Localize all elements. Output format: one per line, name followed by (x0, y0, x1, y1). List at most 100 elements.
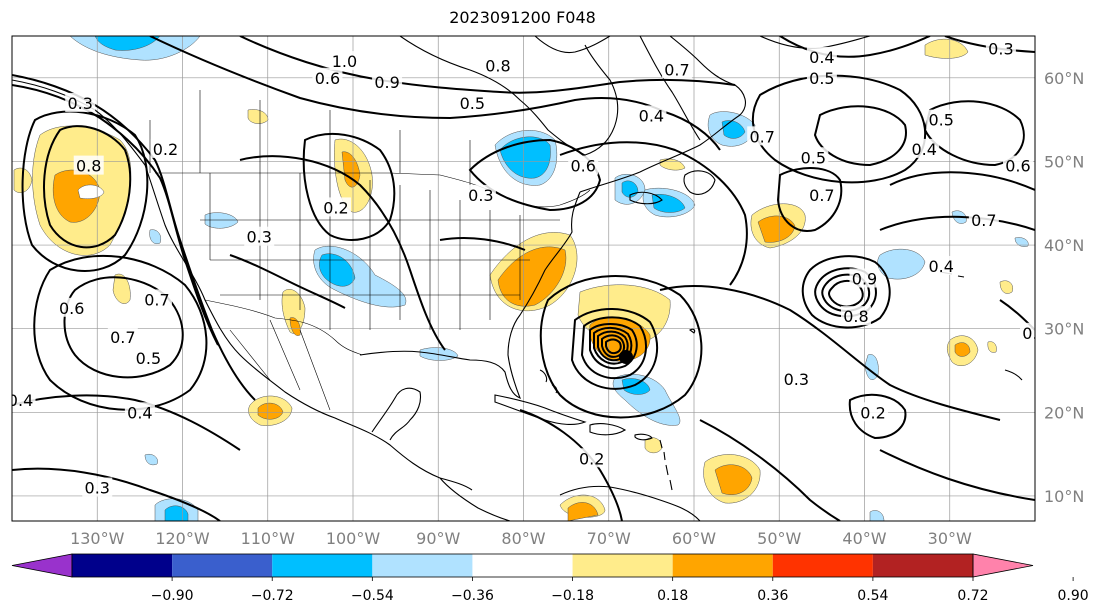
contour-line (439, 237, 526, 251)
colorbar-segment (172, 554, 273, 577)
contour-label-background (482, 55, 513, 75)
colorbar-tick-label: −0.54 (351, 588, 394, 604)
contour-line (699, 419, 841, 521)
positive-anomaly-area (999, 280, 1013, 294)
negative-anomaly-area (877, 248, 926, 280)
negative-anomaly-area (721, 120, 746, 139)
colorbar-segment (72, 554, 173, 577)
contour-label: 0.9 (374, 73, 399, 92)
contour-label-background (150, 138, 181, 158)
longitude-tick-label: 50°W (757, 529, 801, 548)
contour-label: 0.4 (1022, 324, 1047, 343)
contour-line (813, 105, 907, 167)
longitude-labels: 130°W 120°W 110°W 100°W 90°W 80°W 70°W 60°W 50°W… (70, 529, 972, 548)
contour-label-background (985, 38, 1016, 58)
contour-label: 0.2 (579, 449, 604, 468)
contour-label-background (65, 92, 96, 112)
latitude-tick-label: 50°N (1044, 152, 1084, 171)
contour-label: 0.8 (843, 307, 868, 326)
negative-anomaly-area (869, 510, 885, 521)
latitude-tick-label: 30°N (1044, 320, 1084, 339)
contour-labels: 1.00.90.80.6 0.70.50.60.40.30.20.20.80.30… (12, 38, 1047, 498)
yucatan-coast (371, 387, 422, 441)
contour-label-background (107, 327, 138, 347)
map-frame (11, 35, 1036, 522)
central-america (439, 477, 511, 521)
canadian-province-lines (149, 90, 471, 190)
contour-label-background (781, 368, 812, 388)
positive-anomaly-area (954, 342, 971, 357)
contour-label: 0.3 (67, 94, 92, 113)
colorbar-tick-label: −0.18 (551, 588, 594, 604)
contour-label-background (840, 306, 871, 326)
longitude-tick-label: 40°W (842, 529, 886, 548)
shaded-fields (13, 36, 1029, 521)
arctic-islands (534, 36, 611, 54)
contour-line (229, 254, 346, 309)
colorbar-tick-label: 0.72 (957, 588, 988, 604)
contour-label-background (849, 268, 880, 288)
contour-label: 0.5 (809, 69, 834, 88)
contour-label: 0.3 (85, 479, 110, 498)
cuba (494, 394, 587, 425)
latitude-tick-label: 20°N (1044, 403, 1084, 422)
contour-label-background (568, 155, 599, 175)
map-title: 2023091200 F048 (449, 8, 596, 27)
colorbar-tick-label: 0.36 (757, 588, 788, 604)
positive-anomaly-area (567, 502, 599, 521)
hurricane-eye-marker (619, 350, 633, 364)
contour-line (468, 138, 602, 212)
colorbar-segment (372, 554, 473, 577)
contour-label: 0.7 (110, 328, 135, 347)
contour-line (12, 467, 221, 521)
contour-label-background (806, 184, 837, 204)
contour-label-background (576, 448, 607, 468)
colorbar-segment (872, 554, 973, 577)
contour-label: 0.9 (852, 270, 877, 289)
contour-label-background (133, 347, 164, 367)
positive-anomaly-area (987, 341, 997, 353)
nova-scotia (629, 191, 663, 205)
contour-label-background (968, 209, 999, 229)
negative-anomaly-area (621, 378, 651, 395)
newfoundland (683, 170, 716, 195)
contour-label-background (244, 226, 275, 246)
northeast-coast (579, 36, 746, 193)
contour-label: 0.4 (928, 257, 953, 276)
positive-anomaly-area (757, 215, 796, 243)
longitude-tick-label: 100°W (326, 529, 381, 548)
contour-label: 0.6 (59, 299, 84, 318)
contour-line (302, 133, 396, 241)
south-america-coast (559, 485, 701, 521)
contour-line (923, 100, 1025, 167)
colorbar: −0.90 −0.72 −0.54 −0.36 −0.18 0.18 0.36 0.54 0.7… (11, 553, 1089, 604)
contour-label-background (1020, 322, 1035, 342)
contour-label: 0.7 (749, 127, 774, 146)
gulf-coast (359, 191, 581, 399)
contour-label-background (465, 184, 496, 204)
contour-label-background (858, 402, 889, 422)
colorbar-low-extension (11, 553, 73, 578)
colorbar-tick-label: −0.36 (451, 588, 494, 604)
contour-label-background (798, 147, 829, 167)
contour-line (539, 275, 703, 419)
negative-anomaly-area (144, 454, 158, 466)
contour-label: 0.5 (801, 148, 826, 167)
contour-line (889, 171, 1035, 191)
negative-anomaly-area (1014, 237, 1029, 247)
contour-label: 0.2 (860, 403, 885, 422)
colorbar-tick-label: −0.90 (151, 588, 194, 604)
contour-label: 0.7 (971, 211, 996, 230)
negative-anomaly-area (499, 136, 551, 179)
contour-label-background (806, 46, 837, 66)
positive-anomaly-area (341, 151, 361, 188)
contour-line (580, 316, 647, 380)
longitude-tick-label: 60°W (672, 529, 716, 548)
contour-line (601, 334, 626, 358)
colorbar-tick-label: −0.72 (251, 588, 294, 604)
contour-label: 0.2 (323, 198, 348, 217)
bermuda (689, 328, 696, 334)
contour-line (776, 167, 843, 232)
colorbar-frame (71, 553, 974, 578)
contour-line (570, 308, 659, 390)
